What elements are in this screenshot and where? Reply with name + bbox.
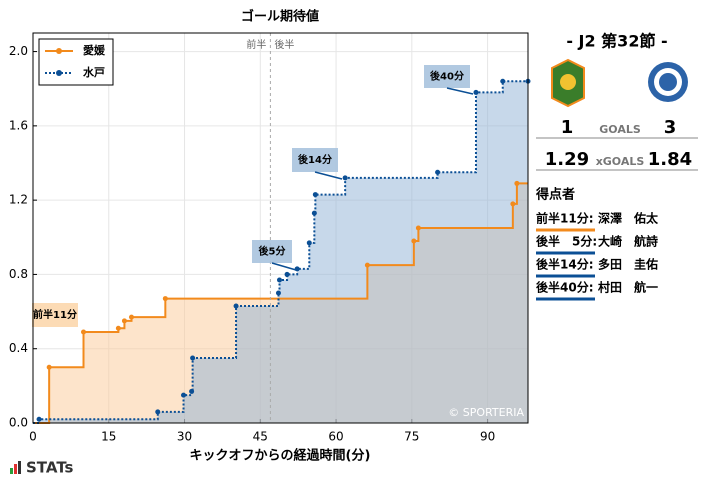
- annotation-box: [252, 240, 292, 263]
- shot-marker: [36, 416, 42, 422]
- shot-marker: [81, 329, 87, 335]
- shot-marker: [306, 240, 312, 246]
- scorer-name: 深澤 佑太: [598, 211, 659, 226]
- annotation: 後14分: [298, 153, 332, 166]
- shot-marker: [514, 180, 520, 186]
- y-tick-label: 0.4: [9, 341, 28, 355]
- shot-marker: [500, 78, 506, 84]
- step-line: [33, 182, 528, 424]
- shot-marker: [181, 392, 187, 398]
- shot-marker: [128, 314, 134, 320]
- brand-logo: STATs: [10, 459, 74, 477]
- x-tick-label: 90: [480, 430, 495, 444]
- chart-title: ゴール期待値: [241, 9, 319, 25]
- scorer-time: 後半14分:: [536, 257, 594, 272]
- shot-marker: [46, 364, 52, 370]
- home-goals: 1: [561, 117, 574, 138]
- shot-marker: [364, 262, 370, 268]
- goals-label: GOALS: [599, 123, 641, 136]
- x-tick-label: 45: [253, 430, 268, 444]
- annotation-box: [32, 303, 78, 327]
- shot-marker: [435, 169, 441, 175]
- annotation: 後40分: [430, 70, 464, 83]
- shot-marker: [155, 409, 161, 415]
- x-tick-label: 0: [29, 430, 37, 444]
- shot-marker: [275, 290, 281, 296]
- scorer-name: 村田 航一: [598, 280, 658, 295]
- credit: © SPORTERIA: [448, 406, 524, 419]
- shot-marker: [162, 296, 168, 302]
- shot-marker: [284, 271, 290, 277]
- legend-label: 愛媛: [83, 43, 106, 57]
- y-tick-label: 1.2: [9, 193, 28, 207]
- y-tick-label: 2.0: [9, 44, 28, 58]
- shot-marker: [510, 201, 516, 207]
- brand: STATs: [26, 459, 74, 477]
- scorer-name: 多田 圭佑: [598, 257, 658, 272]
- annotation-arrow: [446, 87, 474, 95]
- panel: - J2 第32節 - 1 GOALS 3 1.29 xGOALS 1.84 得…: [535, 32, 698, 203]
- half-label: 前半: [246, 38, 266, 51]
- shot-marker: [473, 89, 479, 95]
- area: [33, 81, 528, 424]
- away-xg: 1.84: [648, 149, 692, 170]
- scorer-time: 後半40分:: [536, 280, 594, 295]
- x-tick-label: 30: [177, 430, 192, 444]
- home-xg: 1.29: [545, 149, 589, 170]
- shot-marker: [115, 325, 121, 331]
- round: - J2 第32節 -: [566, 32, 667, 51]
- away-goals: 3: [664, 117, 677, 138]
- scorer-time: 後半 5分:: [536, 234, 597, 249]
- scorer-time: 前半11分:: [536, 211, 594, 226]
- plot-frame: [32, 32, 529, 424]
- legend-marker: [56, 70, 62, 76]
- half-label: 後半: [274, 38, 294, 51]
- legend-marker: [56, 48, 62, 54]
- scorers-title: 得点者: [535, 187, 575, 203]
- annotation-arrow: [314, 171, 343, 180]
- annotation: 前半11分: [33, 308, 77, 321]
- shot-marker: [411, 238, 417, 244]
- annotation-box: [424, 65, 470, 88]
- shot-marker: [415, 225, 421, 231]
- shot-marker: [190, 355, 196, 361]
- annotation: 後5分: [259, 245, 286, 258]
- legend-box: [38, 38, 114, 86]
- annotation-arrow: [271, 262, 297, 271]
- shot-marker: [276, 277, 282, 283]
- y-tick-label: 0.8: [9, 267, 28, 281]
- shot-marker: [342, 175, 348, 181]
- shot-marker: [189, 388, 195, 394]
- x-tick-label: 60: [328, 430, 343, 444]
- x-tick-label: 15: [101, 430, 116, 444]
- shot-marker: [233, 303, 239, 309]
- home-logo: [551, 58, 585, 108]
- shot-marker: [312, 192, 318, 198]
- away-logo: [648, 62, 688, 102]
- y-tick-label: 0.0: [9, 416, 28, 430]
- annotation-box: [292, 148, 338, 172]
- legend-label: 水戸: [83, 65, 105, 79]
- scorer-name: 大崎 航詩: [598, 234, 658, 249]
- shot-marker: [311, 210, 317, 216]
- y-tick-label: 1.6: [9, 118, 28, 132]
- shot-marker: [121, 318, 127, 324]
- xg-label: xGOALS: [596, 155, 645, 168]
- x-tick-label: 75: [404, 430, 419, 444]
- x-axis-label: キックオフからの経過時間(分): [190, 448, 371, 464]
